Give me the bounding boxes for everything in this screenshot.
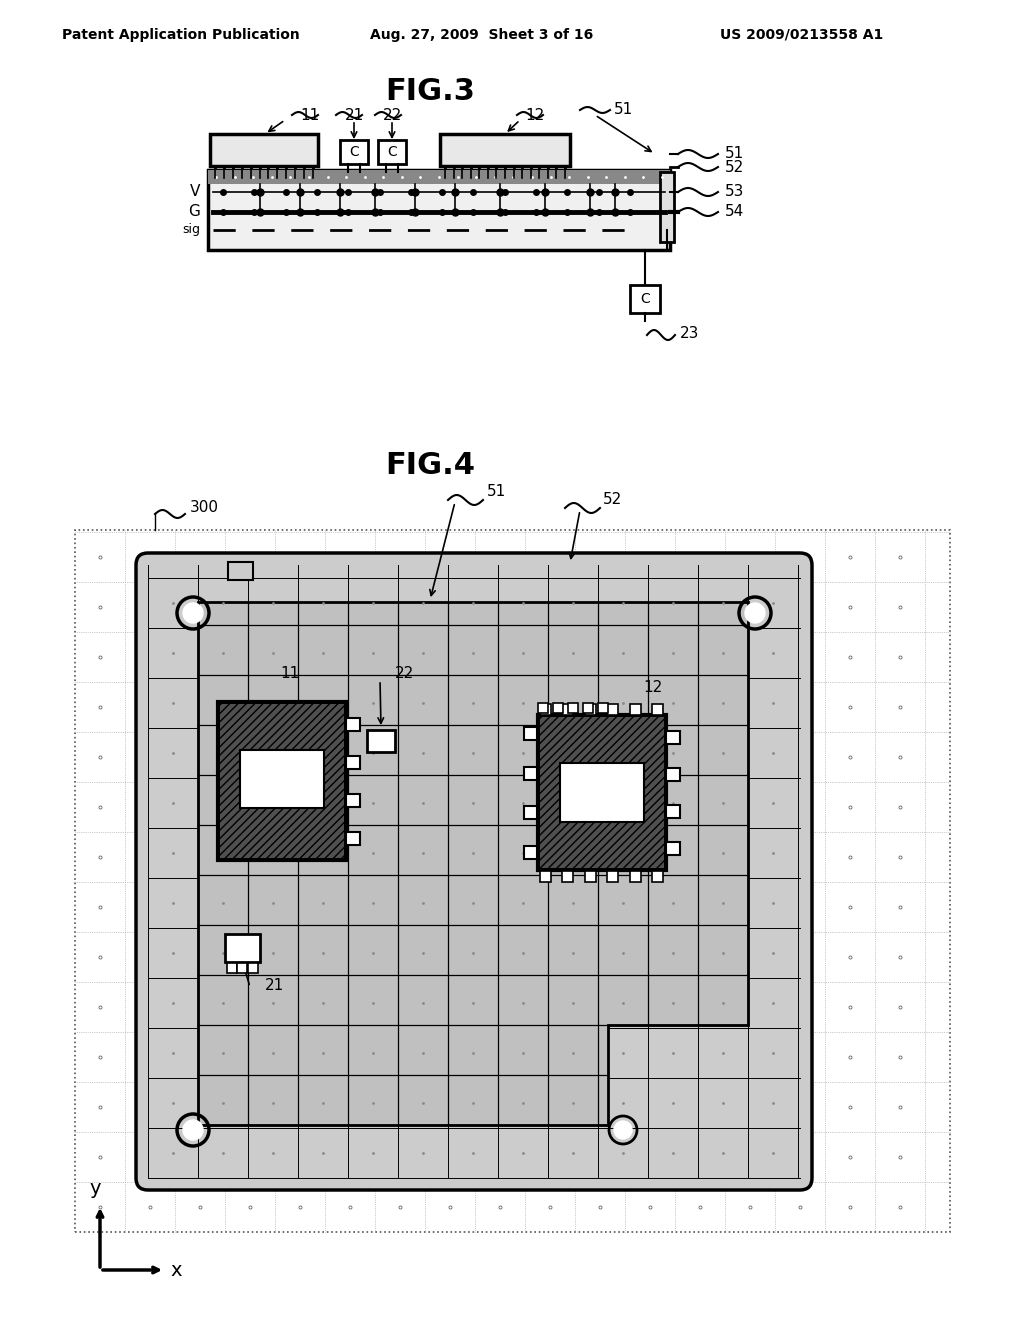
Bar bbox=[440, 135, 570, 166]
Bar bbox=[208, 170, 670, 183]
Polygon shape bbox=[198, 602, 748, 1125]
Bar bbox=[652, 704, 663, 715]
Bar bbox=[524, 767, 537, 780]
Text: 11: 11 bbox=[280, 667, 299, 681]
Text: Aug. 27, 2009  Sheet 3 of 16: Aug. 27, 2009 Sheet 3 of 16 bbox=[370, 28, 593, 42]
Bar bbox=[524, 846, 537, 859]
Text: FIG.3: FIG.3 bbox=[385, 78, 475, 107]
Text: G: G bbox=[188, 205, 200, 219]
Text: C: C bbox=[640, 292, 650, 306]
Bar bbox=[378, 140, 406, 164]
Bar bbox=[560, 763, 644, 822]
Bar bbox=[540, 704, 551, 715]
Text: 12: 12 bbox=[525, 107, 545, 123]
Text: sig: sig bbox=[182, 223, 200, 236]
Text: 52: 52 bbox=[603, 492, 623, 507]
Bar bbox=[210, 135, 318, 166]
Circle shape bbox=[183, 603, 203, 623]
Text: x: x bbox=[170, 1261, 181, 1279]
Bar bbox=[346, 795, 360, 807]
Bar bbox=[630, 704, 641, 715]
Bar bbox=[228, 562, 253, 579]
Text: LSI: LSI bbox=[588, 779, 616, 797]
Text: 54: 54 bbox=[725, 205, 744, 219]
Text: US 2009/0213558 A1: US 2009/0213558 A1 bbox=[720, 28, 884, 42]
Bar bbox=[585, 871, 596, 882]
Text: 51: 51 bbox=[725, 147, 744, 161]
Bar bbox=[524, 807, 537, 820]
Text: y: y bbox=[89, 1179, 100, 1199]
Bar bbox=[346, 832, 360, 845]
Bar bbox=[583, 704, 593, 713]
Bar bbox=[598, 704, 608, 713]
Bar bbox=[225, 935, 260, 962]
Bar bbox=[367, 730, 395, 752]
Text: C: C bbox=[349, 145, 358, 158]
Bar bbox=[218, 702, 346, 861]
Bar bbox=[540, 871, 551, 882]
Bar bbox=[75, 531, 950, 1232]
Text: 51: 51 bbox=[487, 484, 506, 499]
Text: 52: 52 bbox=[725, 160, 744, 174]
Bar bbox=[540, 717, 664, 869]
Text: 22: 22 bbox=[383, 107, 402, 123]
Bar bbox=[220, 704, 344, 858]
Bar bbox=[562, 871, 573, 882]
Bar bbox=[562, 704, 573, 715]
Bar bbox=[607, 704, 618, 715]
Bar bbox=[346, 718, 360, 731]
Bar bbox=[340, 140, 368, 164]
Text: 53: 53 bbox=[725, 185, 744, 199]
Bar bbox=[538, 715, 666, 870]
Bar bbox=[666, 842, 680, 855]
Bar bbox=[630, 285, 660, 313]
Text: 12: 12 bbox=[643, 680, 663, 694]
Bar bbox=[227, 964, 237, 973]
Bar bbox=[553, 704, 563, 713]
Bar bbox=[208, 170, 670, 249]
Bar bbox=[607, 871, 618, 882]
Text: 51: 51 bbox=[614, 103, 633, 117]
Text: 22: 22 bbox=[395, 667, 415, 681]
Circle shape bbox=[183, 1119, 203, 1140]
Bar bbox=[666, 805, 680, 818]
Bar bbox=[524, 727, 537, 741]
Text: Patent Application Publication: Patent Application Publication bbox=[62, 28, 300, 42]
Text: 300: 300 bbox=[190, 500, 219, 516]
Text: 21: 21 bbox=[344, 107, 364, 123]
Bar bbox=[248, 964, 258, 973]
Bar bbox=[568, 704, 578, 713]
Text: C: C bbox=[387, 145, 397, 158]
Text: 21: 21 bbox=[265, 978, 285, 994]
Circle shape bbox=[614, 1121, 632, 1139]
Circle shape bbox=[745, 603, 765, 623]
Bar bbox=[538, 704, 548, 713]
Bar bbox=[652, 871, 663, 882]
Text: 23: 23 bbox=[680, 326, 699, 341]
Text: FIG.4: FIG.4 bbox=[385, 450, 475, 479]
Bar bbox=[630, 871, 641, 882]
Bar bbox=[237, 964, 247, 973]
Text: 11: 11 bbox=[300, 107, 319, 123]
Bar bbox=[346, 756, 360, 770]
Bar bbox=[240, 750, 324, 808]
Bar bbox=[585, 704, 596, 715]
Text: V: V bbox=[189, 185, 200, 199]
Text: LSI: LSI bbox=[267, 767, 296, 785]
Bar bbox=[666, 731, 680, 744]
FancyBboxPatch shape bbox=[136, 553, 812, 1191]
Bar bbox=[660, 172, 674, 242]
Bar bbox=[666, 768, 680, 781]
